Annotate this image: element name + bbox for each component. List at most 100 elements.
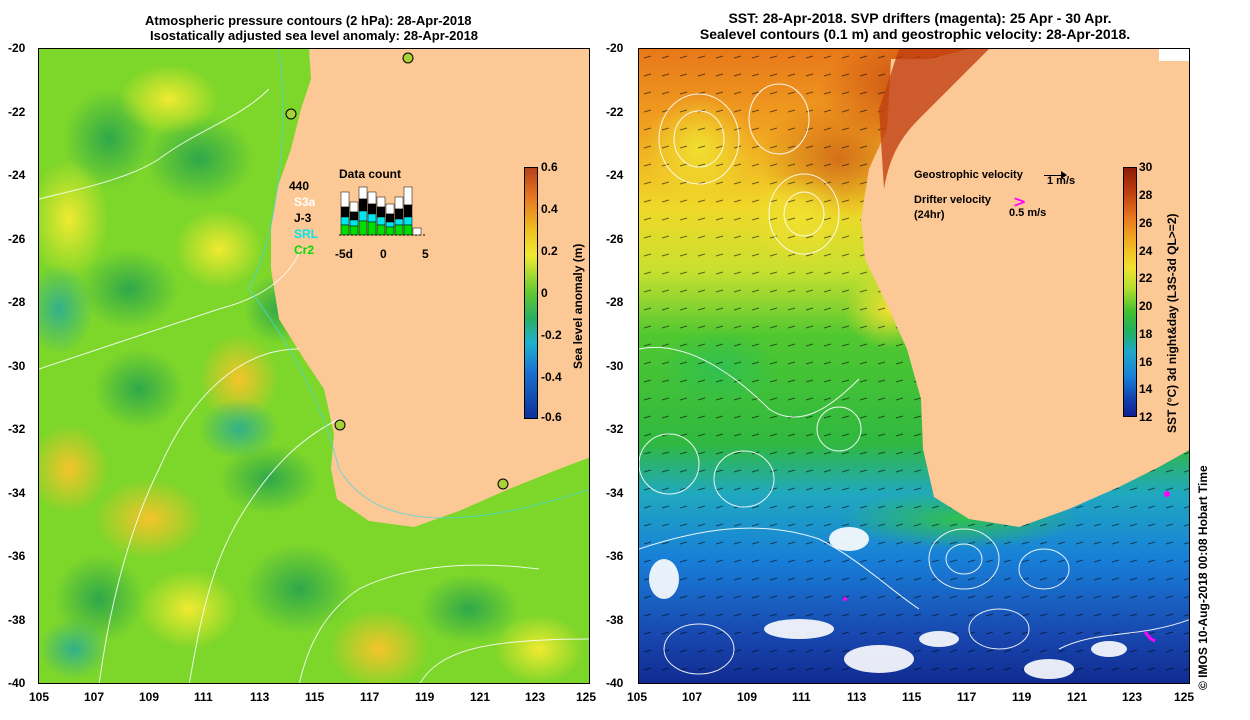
sla-colorbar-tick: -0.2 <box>541 328 562 342</box>
data-count-tick: 5 <box>422 247 429 261</box>
tide-gauge-marker <box>285 108 297 120</box>
cloud-mask <box>649 527 1127 679</box>
left-lat-tick: -36 <box>8 549 26 563</box>
drifter-velocity-scale: 0.5 m/s <box>1009 207 1047 219</box>
sst-map[interactable]: Geostrophic velocity 1 m/s Drifter veloc… <box>638 48 1190 684</box>
sst-colorbar-tick: 14 <box>1139 382 1153 396</box>
data-count-tick: 0 <box>380 247 387 261</box>
left-title-line1: Atmospheric pressure contours (2 hPa): 2… <box>145 13 472 28</box>
left-lat-tick: -30 <box>8 359 26 373</box>
right-title-line1: SST: 28-Apr-2018. SVP drifters (magenta)… <box>728 10 1112 26</box>
right-lat-tick: -30 <box>606 359 624 373</box>
data-count-bars <box>339 186 425 236</box>
left-lon-tick: 109 <box>139 690 160 704</box>
right-lon-tick: 123 <box>1122 690 1143 704</box>
right-lat-tick: -40 <box>606 676 624 690</box>
sla-anomaly-blobs <box>39 64 584 683</box>
right-lat-tick: -38 <box>606 613 624 627</box>
sst-colorbar-tick: 16 <box>1139 355 1153 369</box>
sst-colorbar <box>1123 167 1137 417</box>
left-lon-tick: 121 <box>470 690 491 704</box>
data-count-title: Data count <box>339 167 402 181</box>
right-lon-tick: 113 <box>847 690 867 704</box>
sst-colorbar-tick: 12 <box>1139 410 1153 424</box>
left-lat-tick: -34 <box>8 486 26 500</box>
right-lon-tick: 119 <box>1012 690 1032 704</box>
right-lat-tick: -34 <box>606 486 624 500</box>
left-lon-tick: 115 <box>305 690 325 704</box>
left-lon-tick: 107 <box>84 690 105 704</box>
sst-colorbar-tick: 26 <box>1139 216 1153 230</box>
sla-colorbar-tick: 0.4 <box>541 202 558 216</box>
sla-colorbar-tick: -0.6 <box>541 410 562 424</box>
drifter-track <box>843 597 847 601</box>
left-lat-tick: -40 <box>8 676 26 690</box>
sst-colorbar-label: SST (°C) 3d night&day (L3S-3d QL>=2) <box>1165 213 1179 434</box>
sst-colorbar-tick: 28 <box>1139 188 1153 202</box>
sat-label-srl: SRL <box>294 227 318 241</box>
sla-colorbar-tick: 0.6 <box>541 160 558 174</box>
left-lon-tick: 123 <box>525 690 546 704</box>
right-lat-tick: -20 <box>606 41 624 55</box>
left-lat-tick: -22 <box>8 105 26 119</box>
sst-colorbar-tick: 30 <box>1139 160 1153 174</box>
right-lon-tick: 115 <box>902 690 922 704</box>
sat-label-cr2: Cr2 <box>294 243 315 257</box>
sla-colorbar <box>524 167 538 419</box>
sla-colorbar-tick: 0 <box>541 286 548 300</box>
right-lon-tick: 109 <box>737 690 758 704</box>
right-lon-tick: 117 <box>957 690 977 704</box>
right-lat-tick: -24 <box>606 168 624 182</box>
tide-gauge-marker <box>402 52 414 64</box>
data-count-tick: -5d <box>335 247 353 261</box>
sla-colorbar-tick: 0.2 <box>541 244 558 258</box>
sat-label-s3a: S3a <box>294 195 316 209</box>
geostrophic-velocity-arrowhead <box>1061 171 1067 179</box>
sst-colorbar-tick: 20 <box>1139 299 1153 313</box>
drifter-velocity-label: Drifter velocity <box>914 194 992 206</box>
right-lon-tick: 121 <box>1067 690 1088 704</box>
tide-gauge-marker <box>497 478 509 490</box>
right-lon-tick: 105 <box>627 690 648 704</box>
imos-credit: © IMOS 10-Aug-2018 00:08 Hobart Time <box>1196 465 1210 690</box>
left-title-line2: Isostatically adjusted sea level anomaly… <box>150 28 479 43</box>
sla-colorbar-label: Sea level anomaly (m) <box>571 243 585 369</box>
left-lon-tick: 113 <box>250 690 270 704</box>
right-lat-tick: -22 <box>606 105 624 119</box>
geostrophic-velocity-arrow <box>1044 175 1066 176</box>
pressure-contours <box>39 88 589 683</box>
sat-label-j3: J-3 <box>294 211 312 225</box>
right-lat-tick: -28 <box>606 295 624 309</box>
right-lat-tick: -26 <box>606 232 624 246</box>
sea-level-contours <box>639 83 1189 675</box>
left-lat-tick: -28 <box>8 295 26 309</box>
australia-landmass <box>861 49 1189 527</box>
left-lat-tick: -24 <box>8 168 26 182</box>
left-lat-tick: -32 <box>8 422 26 436</box>
left-lat-tick: -38 <box>8 613 26 627</box>
geostrophic-velocity-label: Geostrophic velocity <box>914 169 1023 181</box>
right-lon-tick: 107 <box>682 690 703 704</box>
sst-colorbar-tick: 18 <box>1139 327 1153 341</box>
right-lat-tick: -32 <box>606 422 624 436</box>
drifter-track <box>1164 491 1170 497</box>
data-count-inset: Data count 440 S3a J-3 SRL Cr2 -5d 0 5 <box>289 167 439 277</box>
right-lon-tick: 111 <box>792 690 811 704</box>
drifter-velocity-arrow-icon: > <box>1013 192 1027 211</box>
right-lat-tick: -36 <box>606 549 624 563</box>
left-lon-tick: 125 <box>576 690 597 704</box>
right-lon-tick: 125 <box>1174 690 1195 704</box>
drifter-velocity-label-2: (24hr) <box>914 209 945 221</box>
drifter-track <box>1143 631 1156 643</box>
geostrophic-velocity-scale: 1 m/s <box>1047 175 1076 187</box>
sat-label-440: 440 <box>289 179 310 193</box>
left-lon-tick: 105 <box>29 690 50 704</box>
sea-level-anomaly-map[interactable]: Data count 440 S3a J-3 SRL Cr2 -5d 0 5 0… <box>38 48 590 684</box>
sla-colorbar-tick: -0.4 <box>541 370 562 384</box>
left-lon-tick: 111 <box>194 690 213 704</box>
sst-colorbar-tick: 22 <box>1139 271 1153 285</box>
left-lon-tick: 119 <box>415 690 435 704</box>
left-lat-tick: -26 <box>8 232 26 246</box>
australia-landmass <box>271 49 589 527</box>
left-lon-tick: 117 <box>360 690 380 704</box>
